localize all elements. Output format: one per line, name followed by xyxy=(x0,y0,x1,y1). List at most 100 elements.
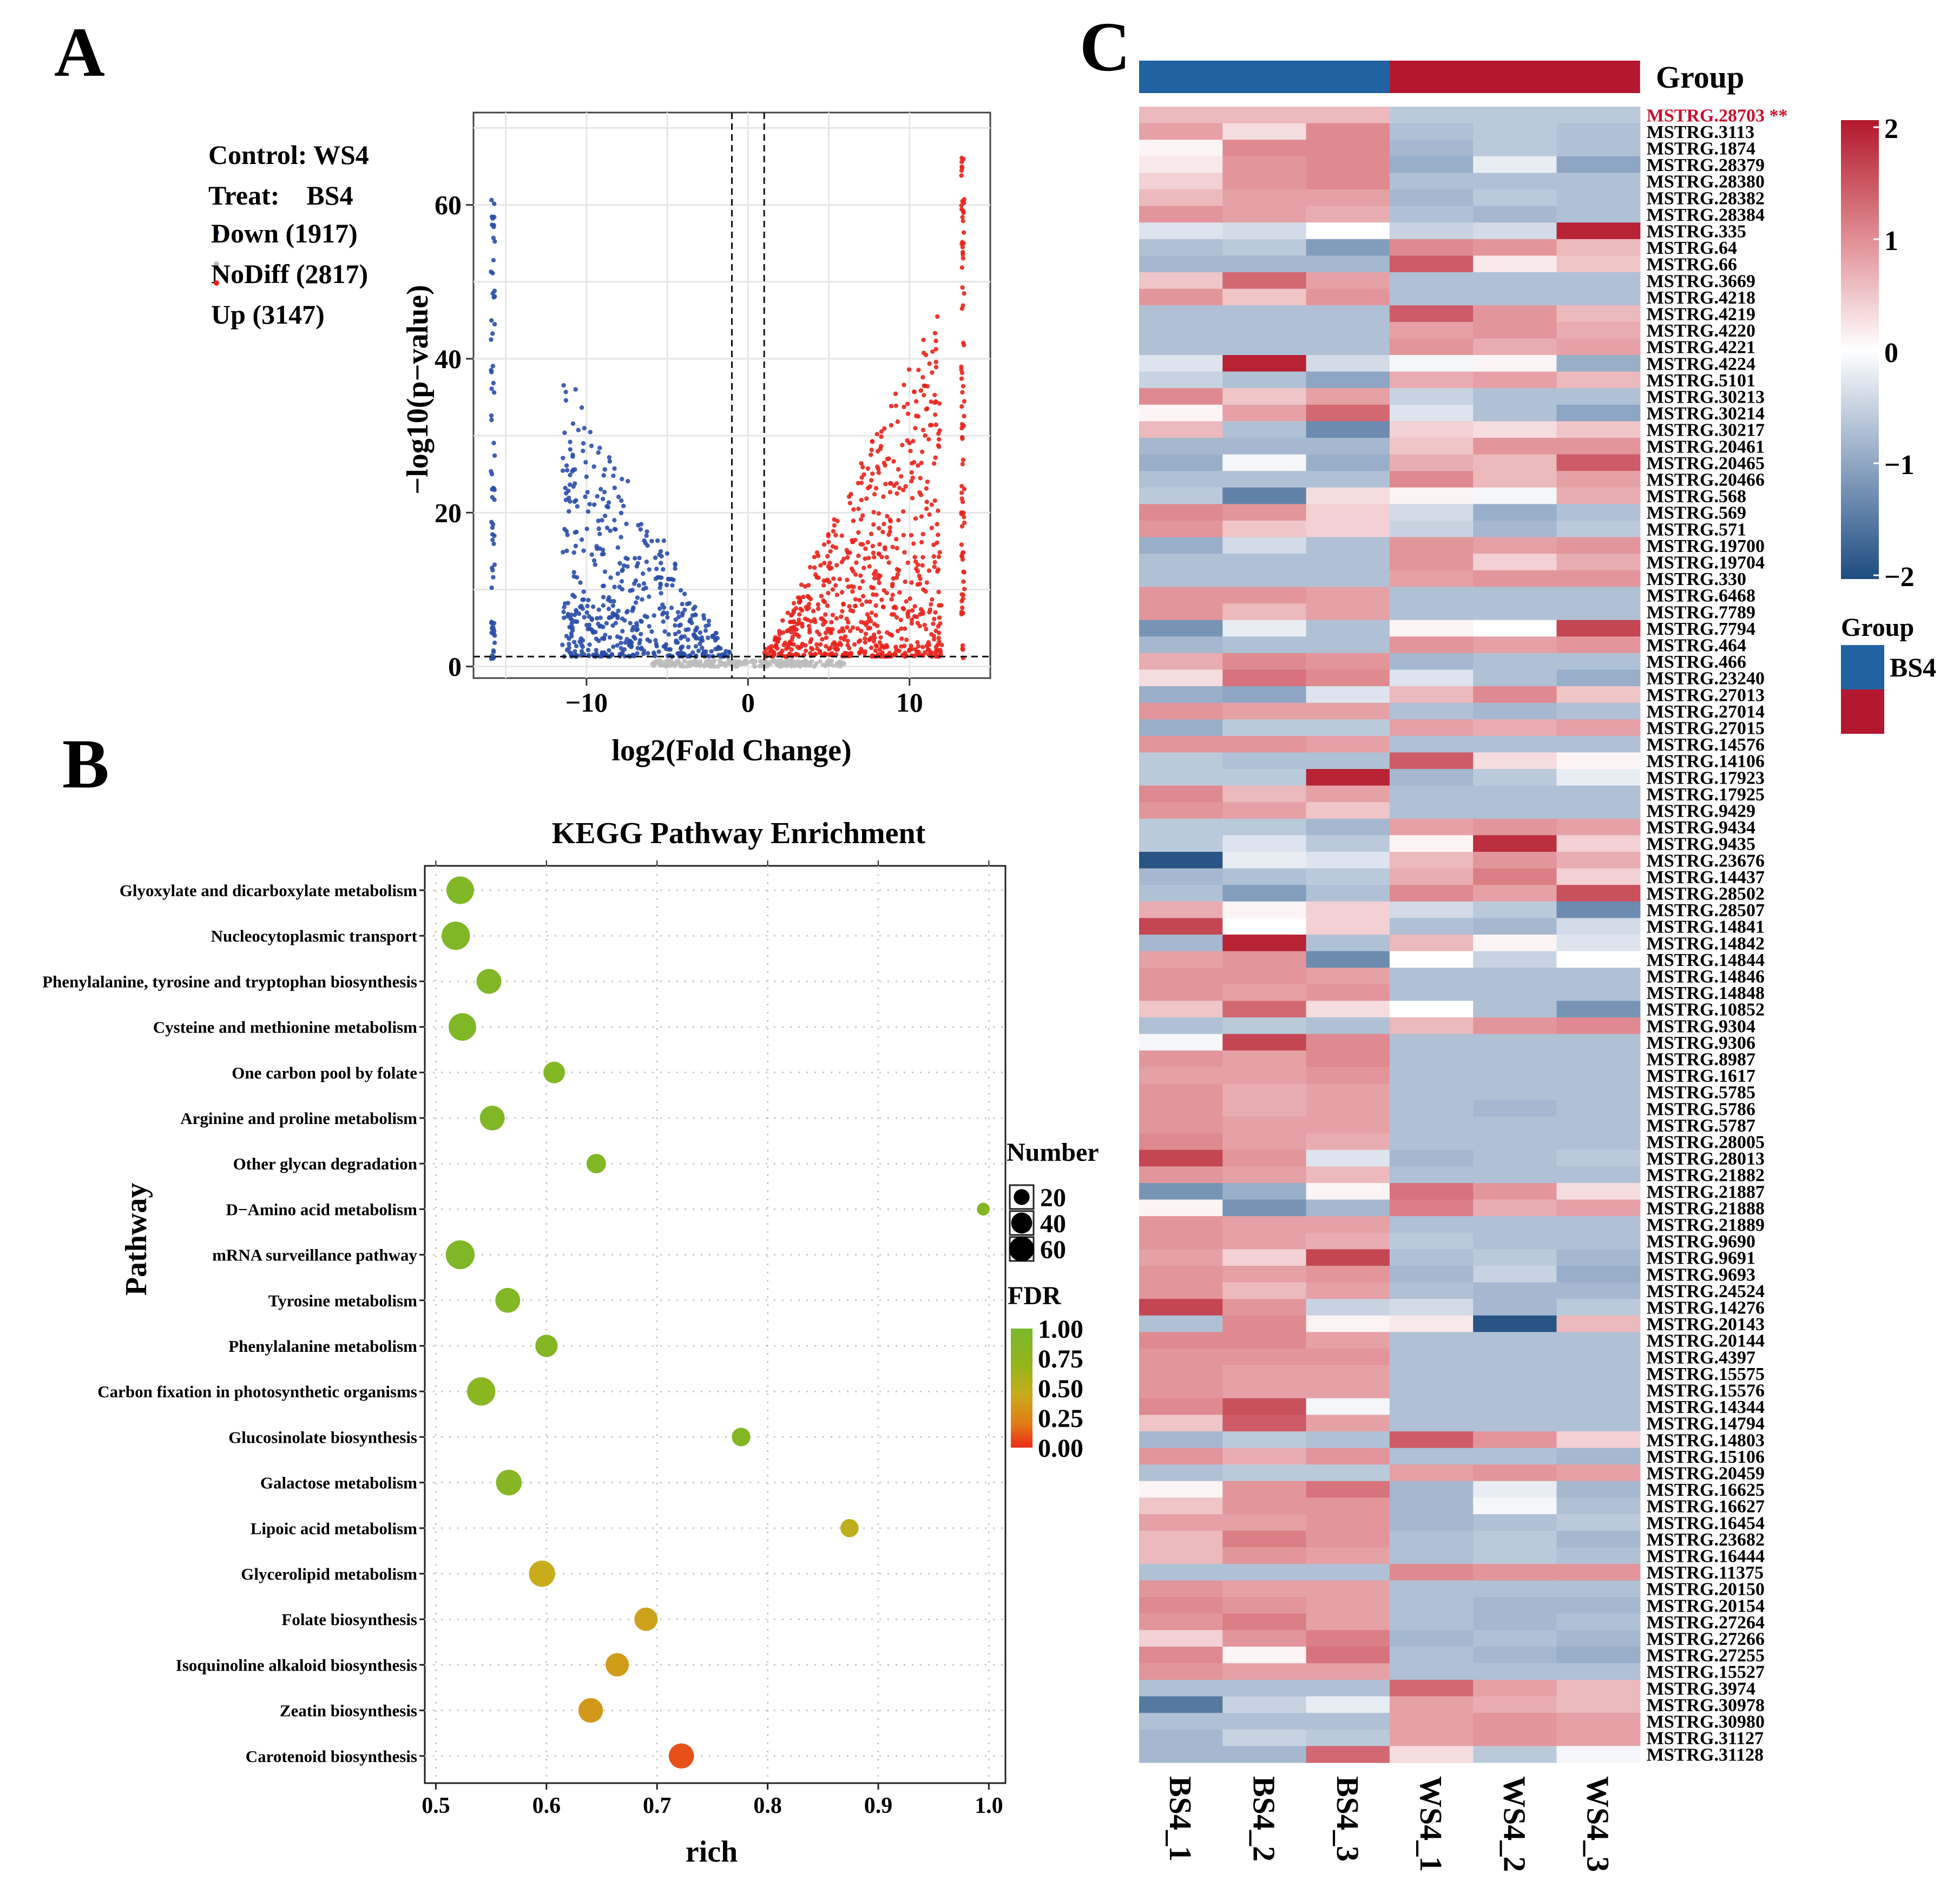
volcano-point-down xyxy=(589,552,594,557)
heatmap-cell xyxy=(1306,1415,1390,1432)
volcano-point-up xyxy=(962,587,967,591)
volcano-point-down xyxy=(580,638,586,643)
heatmap-cell xyxy=(1306,1332,1390,1349)
kegg-point xyxy=(529,1560,555,1587)
volcano-x-ticks: −10 0 10 xyxy=(565,678,923,718)
volcano-point-up xyxy=(933,347,938,352)
volcano-point-up xyxy=(808,646,814,650)
heatmap-cell xyxy=(1306,1266,1390,1283)
volcano-point-up xyxy=(961,593,966,597)
volcano-point-up xyxy=(920,555,925,560)
volcano-point-up xyxy=(913,516,918,521)
heatmap-cell xyxy=(1306,255,1390,273)
heatmap-cell xyxy=(1222,1613,1307,1631)
heatmap-cell xyxy=(1306,504,1390,521)
volcano-point-up xyxy=(826,647,832,652)
heatmap-cell xyxy=(1222,156,1307,173)
heatmap-cell xyxy=(1306,239,1390,256)
volcano-point-up xyxy=(874,623,880,628)
kegg-point xyxy=(606,1653,629,1677)
heatmap-cell xyxy=(1473,123,1557,140)
heatmap-cell xyxy=(1389,222,1474,240)
heatmap-column-label: BS4_1 xyxy=(1163,1776,1198,1862)
heatmap-cell xyxy=(1556,868,1641,885)
heatmap-cell xyxy=(1306,769,1390,786)
heatmap-row-label: MSTRG.14576 xyxy=(1647,735,1765,755)
heatmap-cell xyxy=(1556,189,1641,207)
volcano-point-down xyxy=(490,656,496,661)
heatmap-cell xyxy=(1389,123,1474,140)
heatmap-cell xyxy=(1389,1232,1474,1250)
heatmap-cell xyxy=(1556,239,1641,256)
heatmap-row-label: MSTRG.569 xyxy=(1647,503,1746,523)
heatmap-cell xyxy=(1139,189,1223,207)
volcano-point-down xyxy=(617,584,622,589)
volcano-point-up xyxy=(961,230,966,235)
kegg-point xyxy=(634,1607,658,1631)
volcano-point-up xyxy=(880,644,885,649)
heatmap-cell xyxy=(1556,1266,1641,1283)
volcano-point-up xyxy=(837,629,842,634)
volcano-point-up xyxy=(926,568,932,573)
heatmap-column-label: BS4_2 xyxy=(1246,1776,1281,1862)
volcano-point-down xyxy=(585,603,590,609)
volcano-point-down xyxy=(567,645,571,650)
volcano-point-up xyxy=(886,560,891,565)
legend-control: Control: WS4 xyxy=(208,140,369,170)
volcano-point-down xyxy=(576,428,581,432)
volcano-point-up xyxy=(870,654,874,659)
volcano-point-down xyxy=(620,567,625,572)
volcano-point-up xyxy=(847,550,852,555)
volcano-point-up xyxy=(959,370,965,376)
volcano-point-up xyxy=(927,512,932,517)
volcano-point-up xyxy=(827,627,833,632)
heatmap-cell xyxy=(1139,1563,1223,1581)
heatmap-cell xyxy=(1473,1597,1557,1614)
heatmap-cell xyxy=(1139,1133,1223,1151)
volcano-point-down xyxy=(600,496,606,502)
volcano-point-up xyxy=(918,492,924,497)
heatmap-cell xyxy=(1306,1646,1390,1664)
volcano-y-tick-label: 40 xyxy=(435,344,462,374)
heatmap-cell xyxy=(1389,471,1474,488)
volcano-point-down xyxy=(662,629,667,634)
heatmap-row-label: MSTRG.20461 xyxy=(1647,437,1765,457)
volcano-point-up xyxy=(911,439,916,444)
volcano-point-up xyxy=(861,472,866,477)
heatmap-cell xyxy=(1306,1464,1390,1482)
heatmap-cell xyxy=(1306,1680,1390,1697)
heatmap-cell xyxy=(1139,537,1223,554)
volcano-point-up xyxy=(925,479,930,484)
volcano-point-up xyxy=(775,646,780,651)
volcano-point-up xyxy=(878,573,883,579)
volcano-point-down xyxy=(693,628,698,633)
heatmap-cell xyxy=(1139,222,1223,240)
volcano-point-down xyxy=(586,647,591,653)
volcano-point-down xyxy=(647,594,652,599)
volcano-point-up xyxy=(924,506,929,511)
volcano-point-up xyxy=(905,611,910,616)
volcano-point-up xyxy=(899,626,904,631)
heatmap-cell xyxy=(1556,504,1641,521)
heatmap-cell xyxy=(1473,968,1557,985)
heatmap-cell xyxy=(1389,1365,1474,1382)
heatmap-cell xyxy=(1139,901,1223,918)
volcano-point-up xyxy=(808,596,813,602)
heatmap-row-label: MSTRG.30978 xyxy=(1647,1695,1765,1715)
volcano-point-down xyxy=(673,566,678,571)
heatmap-cell xyxy=(1139,735,1223,753)
volcano-point-nodiff xyxy=(752,664,757,669)
heatmap-cell xyxy=(1306,868,1390,885)
volcano-point-up xyxy=(913,566,919,571)
volcano-point-up xyxy=(931,554,936,559)
volcano-point-up xyxy=(866,626,871,631)
volcano-point-up xyxy=(762,650,767,655)
heatmap-cell xyxy=(1389,818,1474,836)
heatmap-cell xyxy=(1222,653,1307,670)
heatmap-cell xyxy=(1473,1149,1557,1167)
heatmap-cell xyxy=(1556,686,1641,704)
kegg-x-tick-label: 0.8 xyxy=(753,1793,782,1818)
heatmap-cell xyxy=(1473,1382,1557,1399)
volcano-point-down xyxy=(581,449,586,453)
heatmap-row-label: MSTRG.8987 xyxy=(1647,1050,1755,1070)
